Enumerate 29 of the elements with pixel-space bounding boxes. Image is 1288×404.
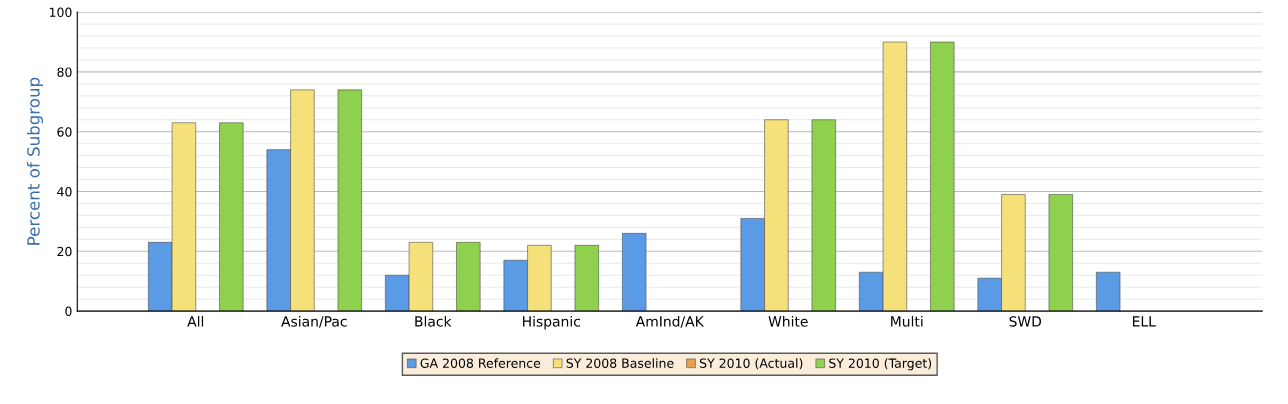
bar xyxy=(456,242,481,312)
x-tick-label: White xyxy=(768,315,808,327)
y-tick-label: 60 xyxy=(57,127,72,137)
y-tick-label: 80 xyxy=(57,67,72,77)
y-axis-title: Percent of Subgroup xyxy=(26,77,43,245)
bar xyxy=(811,119,836,312)
x-tick-label: AmInd/AK xyxy=(635,315,705,328)
bar xyxy=(622,233,647,312)
legend-label: SY 2008 Baseline xyxy=(566,358,674,368)
bar xyxy=(930,41,955,312)
legend-label: SY 2010 (Actual) xyxy=(699,358,803,370)
x-tick-label: Asian/Pac xyxy=(281,315,347,328)
y-tick-label: 20 xyxy=(57,246,72,257)
bar xyxy=(1048,194,1073,312)
y-tick-label: 40 xyxy=(57,186,72,197)
bar xyxy=(574,245,599,312)
x-tick-label: Hispanic xyxy=(523,315,580,330)
bar xyxy=(337,89,362,312)
x-tick-label: Multi xyxy=(891,315,923,327)
x-tick-label: All xyxy=(187,315,204,327)
y-tick-label: 100 xyxy=(49,7,72,18)
y-tick-label: 0 xyxy=(65,306,72,317)
x-tick-label: SWD xyxy=(1009,316,1042,327)
x-tick-label: Black xyxy=(415,315,452,327)
bar xyxy=(219,122,244,312)
legend-label: SY 2010 (Target) xyxy=(829,358,932,371)
bar xyxy=(1096,271,1121,312)
legend-label: GA 2008 Reference xyxy=(420,358,541,368)
x-tick-label: ELL xyxy=(1132,316,1156,327)
